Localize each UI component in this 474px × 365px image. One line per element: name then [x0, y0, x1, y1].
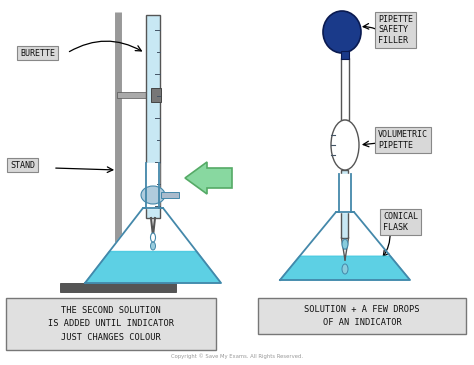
FancyArrow shape: [185, 162, 232, 194]
Text: CONICAL
FLASK: CONICAL FLASK: [383, 212, 418, 232]
Polygon shape: [85, 208, 221, 283]
Ellipse shape: [331, 120, 359, 170]
Bar: [146, 15, 160, 218]
Ellipse shape: [323, 11, 361, 53]
Bar: [341, 51, 349, 59]
Text: VOLUMETRIC
PIPETTE: VOLUMETRIC PIPETTE: [378, 130, 428, 150]
Polygon shape: [85, 251, 221, 283]
Polygon shape: [146, 163, 159, 208]
Ellipse shape: [342, 239, 348, 249]
Bar: [341, 58, 349, 120]
Text: THE SECOND SOLUTION
IS ADDED UNTIL INDICATOR
JUST CHANGES COLOUR: THE SECOND SOLUTION IS ADDED UNTIL INDIC…: [48, 306, 174, 342]
Bar: [161, 192, 179, 198]
Bar: [117, 92, 156, 98]
Text: Copyright © Save My Exams. All Rights Reserved.: Copyright © Save My Exams. All Rights Re…: [171, 353, 303, 359]
Ellipse shape: [151, 242, 155, 250]
Text: PIPETTE
SAFETY
FILLER: PIPETTE SAFETY FILLER: [378, 15, 413, 45]
FancyBboxPatch shape: [6, 298, 216, 350]
Text: STAND: STAND: [10, 161, 35, 169]
Text: SOLUTION + A FEW DROPS
OF AN INDICATOR: SOLUTION + A FEW DROPS OF AN INDICATOR: [304, 305, 420, 327]
FancyBboxPatch shape: [258, 298, 466, 334]
Polygon shape: [339, 174, 351, 212]
Ellipse shape: [342, 264, 348, 274]
Bar: [151, 88, 161, 102]
Bar: [341, 170, 348, 238]
Ellipse shape: [151, 233, 155, 242]
Ellipse shape: [141, 186, 165, 204]
Polygon shape: [280, 256, 410, 280]
Polygon shape: [280, 212, 410, 280]
Text: BURETTE: BURETTE: [20, 49, 55, 58]
Bar: [60, 283, 176, 292]
